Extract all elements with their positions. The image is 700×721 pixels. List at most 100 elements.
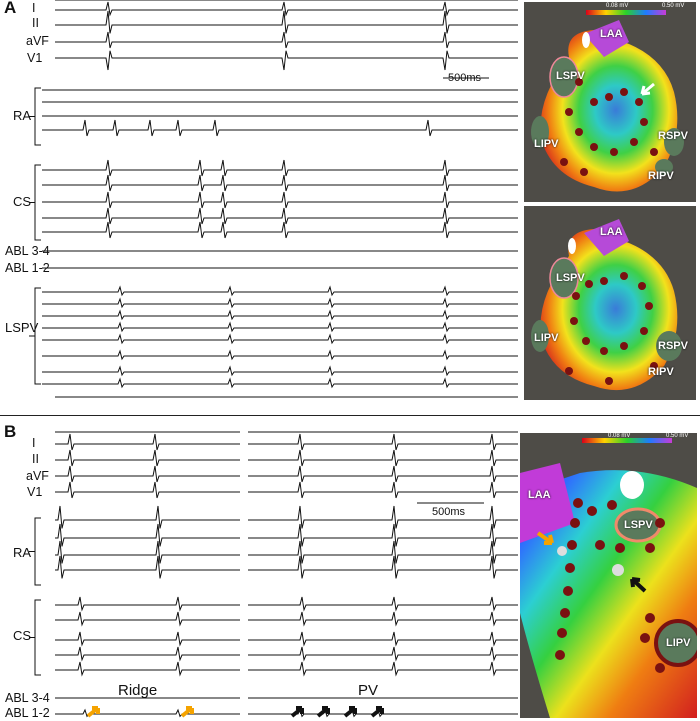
black-arrow-icon-3 (343, 706, 357, 718)
lead-label-ii-b: II (32, 452, 39, 466)
trace-a-lead-ii (55, 10, 518, 34)
trace-b-right-2 (248, 465, 518, 483)
group-label-ra: RA (13, 108, 32, 123)
voltage-map-b-graphic (520, 438, 697, 718)
map-label-rspv-a2: RSPV (658, 340, 688, 352)
trace-b-left-2 (55, 465, 240, 483)
map-label-lipv-a2: LIPV (534, 332, 559, 344)
trace-a-lspv-2 (42, 309, 518, 321)
lead-label-ii: II (32, 16, 39, 30)
map-label-ripv-a2: RIPV (648, 366, 674, 378)
group-label-cs-b: CS (13, 628, 32, 643)
lead-label-avf-b: aVF (26, 469, 49, 483)
trace-b-cs-right-1 (248, 611, 518, 627)
trace-b-right-1 (248, 449, 518, 467)
trace-a-ra-3 (42, 119, 518, 137)
trace-b-cs-left-0 (55, 596, 240, 612)
colorbar-max-a-top: 0.50 mV (662, 3, 685, 9)
trace-b-ra-right-1 (248, 523, 518, 547)
white-arrow-icon (640, 82, 655, 96)
abl-12-label-b: ABL 1-2 (5, 706, 50, 720)
voltage-map-a-bottom: LAA LSPV LIPV RSPV RIPV (524, 206, 696, 400)
trace-a-lspv-3 (42, 321, 518, 333)
group-label-lspv: LSPV (5, 320, 39, 335)
trace-b-cs-right-3 (248, 646, 518, 662)
trace-b-ra-right-2 (248, 540, 518, 564)
colorbar-min-a-top: 0.08 mV (606, 3, 629, 9)
panel-divider (0, 415, 700, 416)
yellow-arrow-icon-1 (86, 706, 100, 718)
annotation-ridge: Ridge (118, 682, 158, 699)
trace-b-abl12-left (55, 708, 240, 718)
trace-a-lead-i (55, 1, 518, 17)
yellow-arrow-icon-map (536, 531, 554, 545)
group-label-ra-b: RA (13, 545, 32, 560)
trace-b-left-0 (55, 433, 240, 451)
group-label-cs: CS (13, 194, 32, 209)
trace-b-ra-right-0 (248, 505, 518, 529)
yellow-arrow-icon-2 (180, 706, 194, 718)
map-label-lspv-a2: LSPV (556, 272, 585, 284)
voltage-map-a-top-graphic (531, 10, 684, 192)
trace-b-cs-right-0 (248, 596, 518, 612)
trace-b-cs-right-2 (248, 631, 518, 647)
lead-label-i-b: I (32, 436, 36, 450)
trace-b-left-1 (55, 449, 240, 467)
lead-label-v1-b: V1 (27, 485, 43, 499)
map-label-lspv-b: LSPV (624, 519, 653, 531)
trace-b-cs-right-4 (248, 661, 518, 677)
bracket-a-cs (29, 164, 41, 241)
trace-b-ra-left-2 (55, 540, 240, 564)
bracket-a-lspv (29, 287, 41, 385)
abl-34-label: ABL 3-4 (5, 244, 50, 258)
colorbar-min-b: 0.08 mV (608, 433, 631, 439)
trace-b-right-0 (248, 433, 518, 451)
abl-34-label-b: ABL 3-4 (5, 691, 50, 705)
trace-a-lspv-6 (42, 365, 518, 377)
trace-a-lspv-1 (42, 297, 518, 309)
voltage-map-b: 0.08 mV 0.50 mV LAA LSPV LIPV (520, 433, 697, 718)
panel-b-letter: B (4, 422, 17, 441)
voltage-map-a-top: 0.08 mV 0.50 mV LAA LSPV LIPV RSPV RIPV (524, 2, 696, 202)
bracket-a-ra (29, 87, 41, 146)
map-label-laa-b: LAA (528, 489, 551, 501)
trace-a-cs-3 (42, 207, 518, 225)
panel-a-letter: A (4, 0, 17, 17)
annotation-pv: PV (358, 682, 379, 699)
trace-b-cs-left-4 (55, 661, 240, 677)
trace-b-ra-left-3 (55, 555, 240, 579)
black-arrow-icon-4 (370, 706, 384, 718)
trace-b-ra-left-0 (55, 505, 240, 529)
black-arrow-icon-map (630, 577, 647, 593)
trace-a-lspv-0 (42, 285, 518, 297)
voltage-map-a-bottom-graphic (531, 219, 682, 391)
map-label-laa-a1: LAA (600, 28, 623, 40)
trace-a-lspv-4 (42, 333, 518, 345)
trace-a-cs-4 (42, 221, 518, 239)
trace-b-ra-right-3 (248, 555, 518, 579)
bracket-b-ra (29, 517, 41, 586)
black-arrow-icon-2 (316, 706, 330, 718)
map-label-rspv-a1: RSPV (658, 130, 688, 142)
bracket-b-cs (29, 599, 41, 676)
trace-a-cs-2 (42, 191, 518, 209)
map-label-lipv-b: LIPV (666, 637, 691, 649)
trace-a-lspv-5 (42, 349, 518, 361)
trace-a-lspv-7 (42, 377, 518, 389)
map-label-ripv-a1: RIPV (648, 170, 674, 182)
map-label-laa-a2: LAA (600, 226, 623, 238)
map-label-lipv-a1: LIPV (534, 138, 559, 150)
trace-a-cs-1 (42, 174, 518, 192)
trace-b-right-3 (248, 481, 518, 499)
trace-b-cs-left-1 (55, 611, 240, 627)
lead-label-v1: V1 (27, 51, 43, 65)
black-arrow-icon-1 (290, 706, 304, 718)
colorbar-max-b: 0.50 mV (666, 433, 689, 439)
trace-b-ra-left-1 (55, 523, 240, 547)
map-label-lspv-a1: LSPV (556, 70, 585, 82)
abl-12-label: ABL 1-2 (5, 261, 50, 275)
trace-a-cs-0 (42, 159, 518, 177)
trace-b-cs-left-3 (55, 646, 240, 662)
lead-label-i: I (32, 1, 36, 15)
